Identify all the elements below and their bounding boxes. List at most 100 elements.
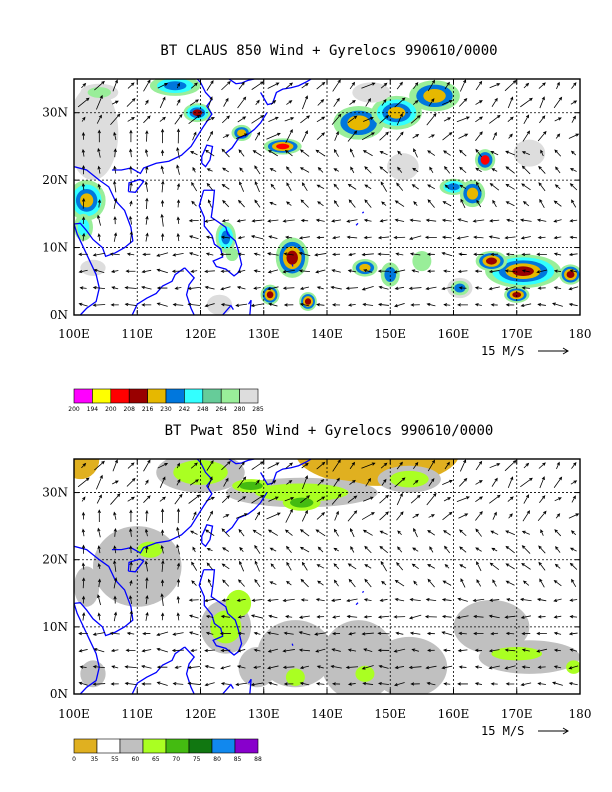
wind-vector	[331, 113, 342, 125]
wind-vector	[476, 561, 482, 572]
wind-vector	[220, 614, 230, 619]
wind-vector	[267, 269, 279, 274]
wind-vector	[268, 302, 278, 307]
wind-vector	[266, 132, 281, 140]
wind-vector	[553, 648, 561, 652]
wind-vector	[568, 302, 578, 307]
x-tick-label: 110E	[121, 707, 153, 721]
wind-vector	[254, 544, 261, 554]
wind-vector	[145, 197, 149, 210]
wind-vector	[348, 632, 356, 636]
wind-vector	[457, 682, 468, 686]
wind-vector	[536, 648, 548, 653]
wind-vector	[286, 201, 292, 206]
wind-vector	[112, 459, 118, 472]
wind-vector	[267, 286, 279, 291]
wind-vector	[255, 479, 260, 486]
wind-vector	[192, 511, 197, 521]
coastline	[74, 603, 100, 694]
wind-vector	[427, 564, 436, 569]
coastline	[127, 178, 145, 193]
wind-vector	[444, 563, 450, 569]
wind-vector	[410, 682, 420, 686]
wind-vector	[270, 183, 276, 190]
wind-vector	[362, 150, 373, 157]
wind-vector	[298, 251, 311, 257]
wind-vector	[160, 199, 165, 207]
wind-vector	[298, 236, 310, 240]
wind-vector	[568, 252, 578, 257]
wind-vector	[317, 478, 325, 486]
wind-vector	[361, 132, 375, 141]
wind-vector	[92, 252, 106, 257]
wind-vector	[395, 252, 404, 256]
wind-vector	[205, 252, 214, 256]
wind-vector	[504, 460, 517, 472]
wind-vector	[396, 562, 404, 571]
wind-vector	[298, 269, 310, 273]
wind-vector	[190, 82, 198, 89]
wind-vector	[192, 166, 196, 173]
wind-vector	[428, 134, 435, 139]
wind-vector	[97, 594, 101, 606]
wind-vector	[332, 459, 341, 472]
wind-vector	[346, 219, 358, 223]
wind-vector	[349, 479, 356, 485]
wind-vector	[300, 115, 311, 124]
wind-vector	[379, 151, 388, 156]
wind-vector	[78, 302, 88, 307]
colorbar-swatch	[239, 388, 259, 404]
wind-vector	[160, 508, 165, 523]
wind-vector	[129, 181, 133, 192]
wind-vector	[349, 99, 356, 106]
wind-vector	[506, 598, 514, 602]
wind-vector	[204, 648, 215, 653]
wind-vector	[268, 614, 278, 619]
wind-vector	[347, 563, 357, 570]
wind-vector	[379, 511, 389, 521]
y-tick-label: 20N	[42, 553, 68, 567]
wind-vector	[347, 115, 358, 124]
wind-vector	[443, 303, 451, 307]
wind-vector	[109, 252, 120, 256]
wind-vector	[176, 82, 180, 89]
wind-vector	[489, 114, 501, 124]
wind-vector	[129, 215, 133, 225]
wind-vector	[270, 479, 277, 485]
wind-vector	[412, 167, 419, 173]
wind-vector	[125, 648, 136, 653]
wind-vector	[394, 597, 405, 602]
wind-vector	[141, 682, 152, 686]
wind-vector	[145, 479, 149, 485]
wind-vector	[220, 648, 231, 653]
wind-vector	[347, 183, 357, 190]
wind-vector	[204, 303, 215, 308]
wind-vector	[144, 181, 148, 192]
wind-vector	[221, 183, 230, 190]
shaded-region	[304, 298, 312, 305]
wind-vector	[444, 461, 450, 470]
wind-vector	[251, 461, 264, 470]
wind-vector	[537, 303, 546, 307]
wind-vector	[332, 631, 341, 636]
wind-vector	[301, 561, 308, 571]
wind-vector	[521, 631, 531, 636]
coastline	[74, 166, 134, 258]
wind-vector	[537, 130, 547, 142]
colorbar-swatch	[184, 388, 204, 404]
wind-vector	[348, 252, 356, 257]
colorbar-swatch	[73, 738, 98, 754]
wind-vector	[380, 181, 388, 192]
wind-vector	[521, 165, 531, 175]
wind-vector	[504, 236, 516, 240]
wind-vector	[126, 97, 136, 107]
wind-vector	[458, 477, 468, 487]
wind-vector	[254, 165, 261, 175]
wind-vector	[315, 218, 325, 222]
chart-title: BT CLAUS 850 Wind + Gyrelocs 990610/0000	[160, 43, 497, 59]
wind-vector	[269, 201, 277, 206]
wind-vector	[569, 269, 578, 273]
wind-vector	[176, 216, 180, 224]
wind-vector	[361, 285, 374, 291]
wind-vector	[113, 511, 117, 520]
